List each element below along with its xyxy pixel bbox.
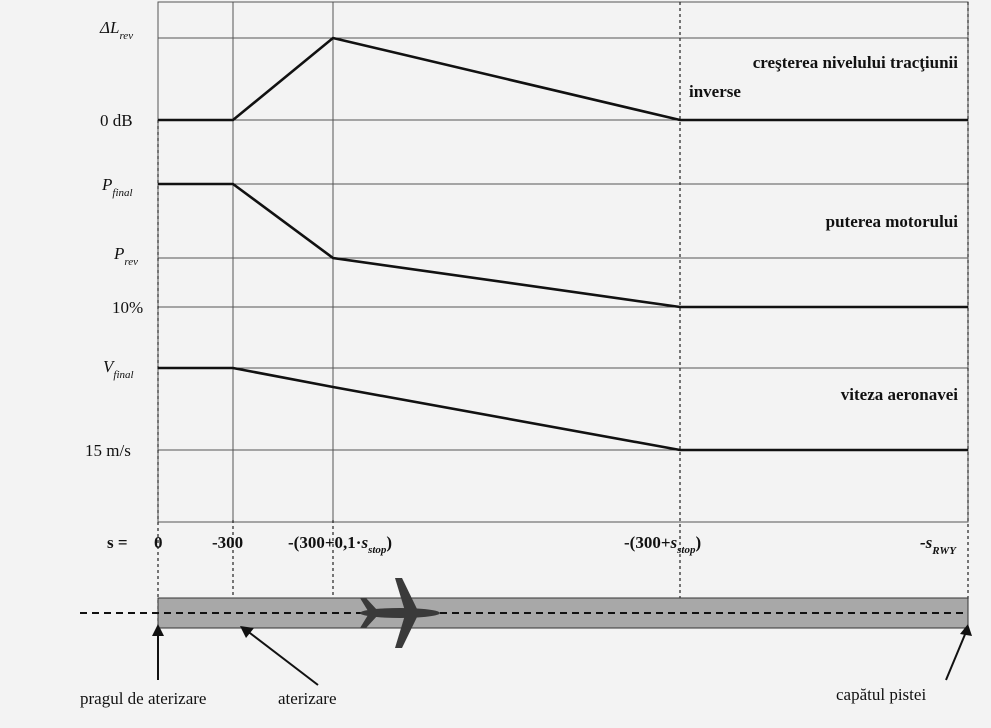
touchdown-arrow-head [240, 626, 254, 638]
desc-power: puterea motorului [826, 212, 959, 231]
label-runway-end: capătul pistei [836, 685, 926, 704]
dashed-guides [157, 2, 969, 655]
label-dl-rev: ΔLrev [99, 18, 133, 42]
label-v-final: Vfinal [103, 357, 134, 381]
label-15ms: 15 m/s [85, 441, 131, 460]
axis-s-label: s = [107, 533, 128, 552]
tick-300: -300 [212, 533, 243, 552]
desc-speed: viteza aeronavei [841, 385, 959, 404]
runway-end-arrow-line [945, 631, 967, 681]
desc-thrust-line1: creşterea nivelului tracţiunii [753, 53, 959, 72]
tick-srwy: -sRWY [920, 533, 957, 557]
airplane-icon [360, 578, 440, 648]
vertical-gridlines [232, 2, 334, 522]
label-touchdown: aterizare [278, 689, 337, 708]
runway-end-arrow-head [960, 624, 972, 636]
engine-power-curve [158, 182, 968, 309]
profile-curves [158, 36, 968, 452]
label-threshold: pragul de aterizare [80, 689, 206, 708]
thrust-level-curve [158, 36, 968, 122]
tick-0: 0 [154, 533, 163, 552]
label-0db: 0 dB [100, 111, 133, 130]
tick-300-sstop: -(300+sstop) [624, 533, 701, 556]
label-10pct: 10% [112, 298, 143, 317]
label-p-final: Pfinal [101, 175, 133, 199]
label-p-rev: Prev [113, 244, 138, 268]
aircraft-speed-curve [158, 366, 968, 452]
diagram-frame [157, 1, 969, 523]
touchdown-arrow-line [245, 629, 319, 686]
threshold-arrow-head [152, 624, 164, 636]
desc-thrust-line2: inverse [689, 82, 741, 101]
tick-300-01sstop: -(300+0,1·sstop) [288, 533, 392, 556]
horizontal-gridlines [158, 37, 968, 451]
